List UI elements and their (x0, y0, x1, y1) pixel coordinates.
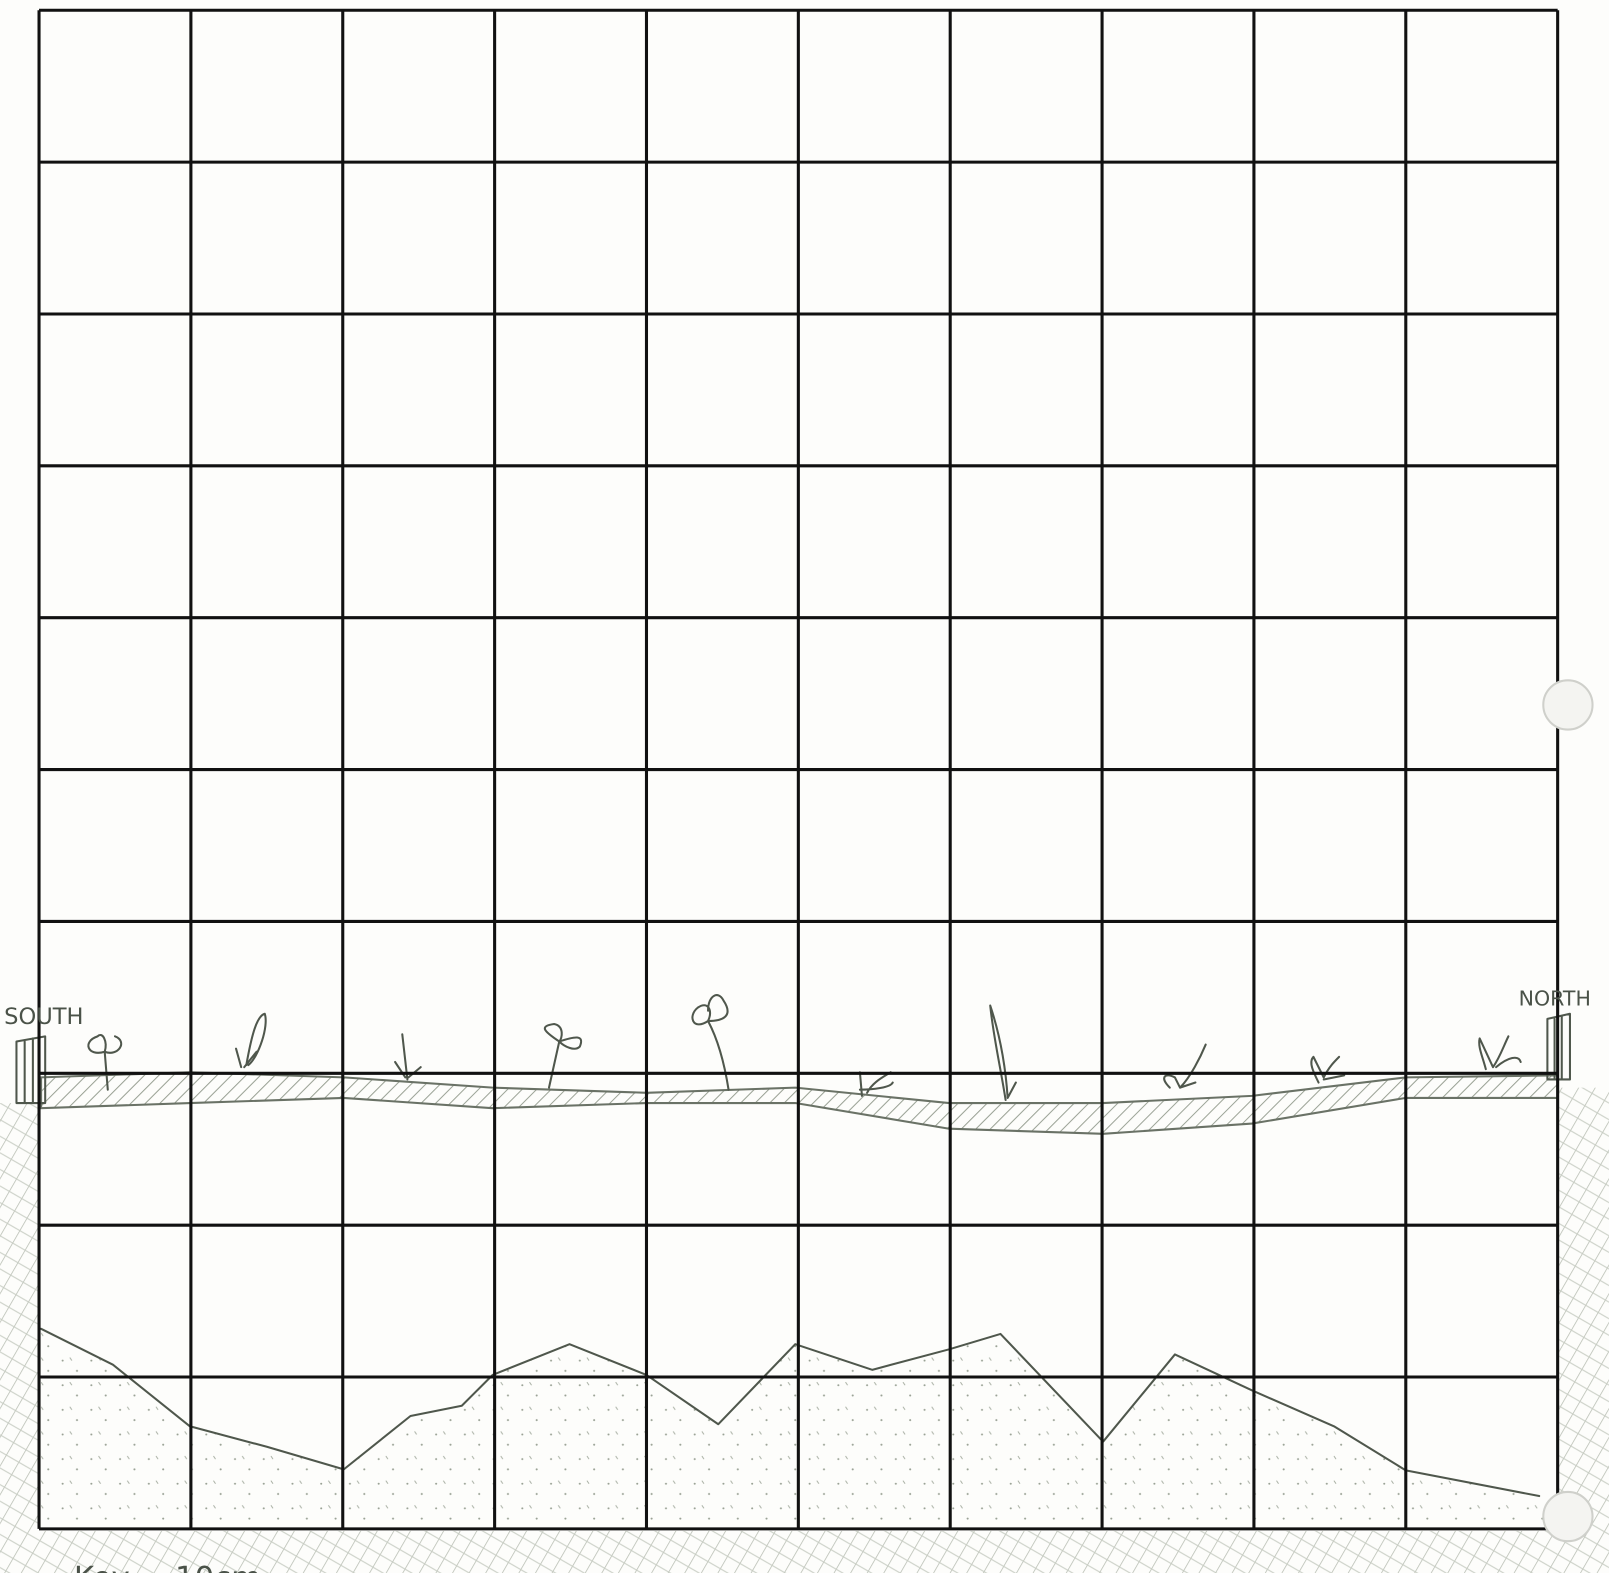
scale-key: Key = 10cm (74, 1560, 261, 1573)
north-label: NORTH (1519, 987, 1591, 1011)
soil-hatching (0, 1103, 40, 1573)
grid (37, 8, 1560, 1531)
binder-hole (1542, 679, 1594, 731)
end-posts (15, 1012, 1571, 1105)
south-label: SOUTH (4, 1004, 83, 1030)
binder-hole (1542, 1490, 1594, 1543)
soil-hatching (39, 1530, 1558, 1573)
